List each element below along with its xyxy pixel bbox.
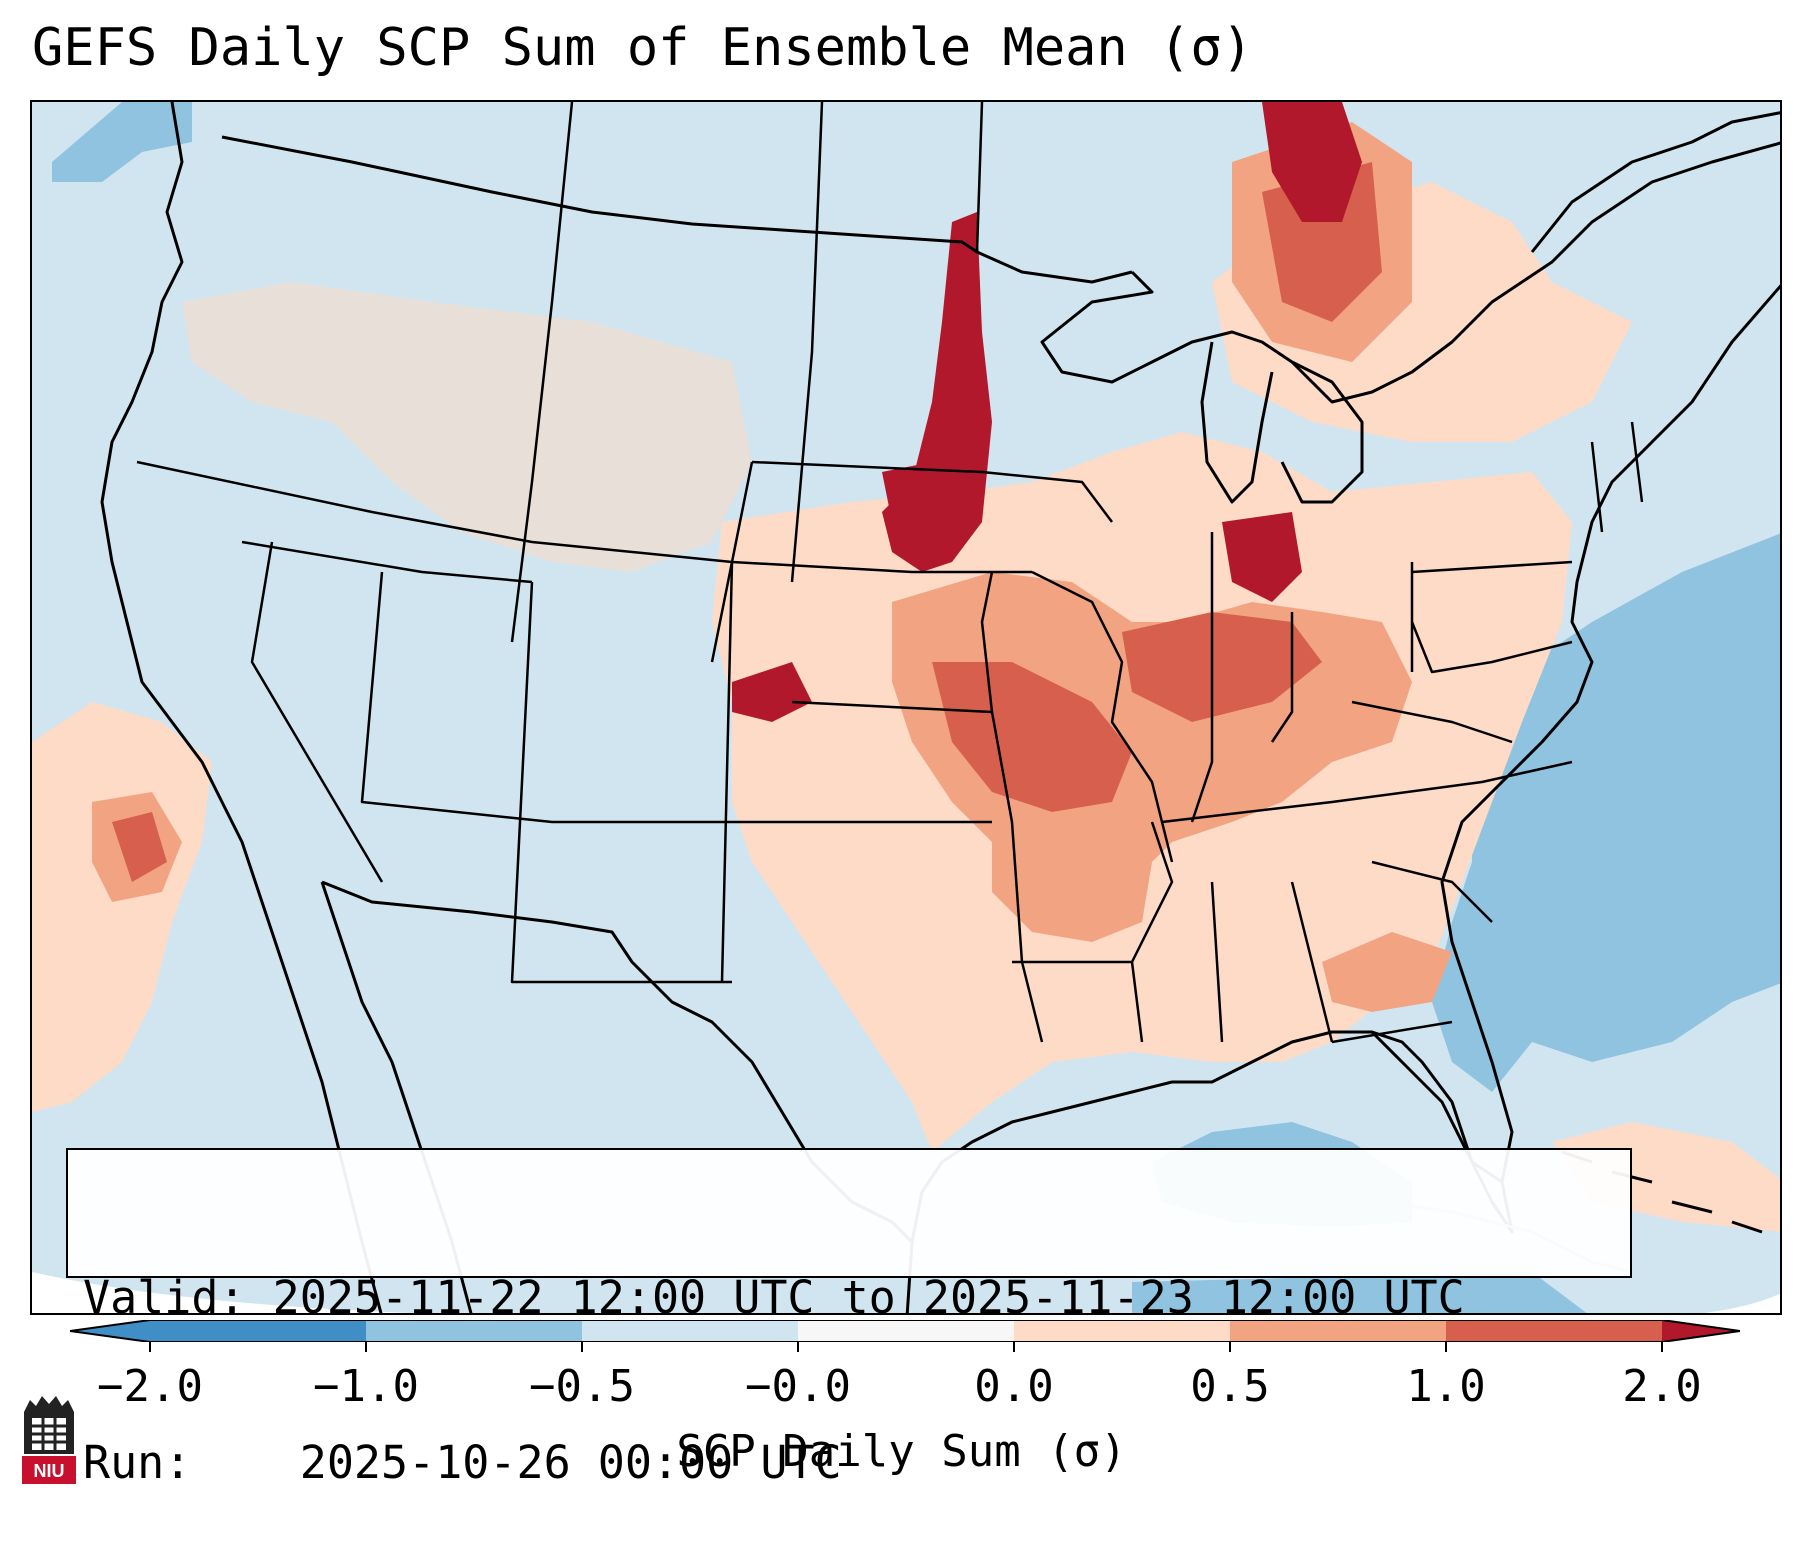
logo-badge [22,1456,76,1484]
state-line-e [720,561,734,983]
lake-michigan [1200,341,1274,504]
caribbean-negative-area [1132,1272,1587,1313]
run-label: Run: [83,1436,192,1489]
colorbar-tick [1013,1342,1015,1352]
colorbar-tick-label: −1.0 [313,1361,419,1412]
niu-logo: NIU [22,1396,76,1484]
canada-border [221,135,1133,284]
state-line-b [241,540,533,584]
state-line-q [1190,532,1214,823]
projection-edge [32,1272,412,1313]
state-line-aa [1351,700,1513,744]
colorbar-tick [149,1342,151,1352]
valid-label: Valid: [83,1271,246,1324]
colorbar-segment-6 [1230,1320,1446,1342]
colorbar-extend-high [1662,1320,1740,1342]
state-line-x [1410,621,1573,674]
pacific-positive-field [32,702,212,1112]
state-line-g [510,102,574,643]
northwest-positive-field [182,282,752,572]
state-line-r [1270,612,1294,743]
state-line-j [751,460,1113,523]
colorbar-tick-label: −0.0 [745,1361,851,1412]
colorbar-tick [1229,1342,1231,1352]
hudson-max-positive [1262,102,1362,222]
colorbar-extend-low [70,1320,150,1342]
colorbar-tick [797,1342,799,1352]
state-line-z [1411,560,1573,574]
colorbar-tick-label: 2.0 [1622,1361,1702,1412]
positive-anomaly-regions [32,102,1780,1232]
state-line-c [360,571,992,824]
great-lakes-outline [1040,141,1780,404]
colorbar-tick [365,1342,367,1352]
pacific-negative-area [52,102,192,182]
colorbar-tick [1661,1342,1663,1352]
state-line-t [1210,881,1224,1043]
state-line-i [975,102,984,253]
logo-window-grid [32,1418,66,1450]
missouri-high-positive [932,662,1132,812]
colorbar-segment-7 [1446,1320,1662,1342]
kansas-max-positive [732,662,812,722]
colorbar [70,1320,1740,1342]
colorbar-tick-label: 0.5 [1190,1361,1270,1412]
run-value: 2025-10-26 00:00 UTC [299,1436,842,1489]
validity-info-box: Valid: 2025-11-22 12:00 UTC to 2025-11-2… [66,1148,1632,1489]
atlantic-negative-area [1432,533,1780,1092]
colorbar-tick-label: 1.0 [1406,1361,1486,1412]
state-boundaries [136,102,1644,1044]
nevada-line [250,541,384,883]
state-line-p [1130,821,1174,963]
plains-max-positive-streak [882,212,992,572]
projection-edge-right [1704,1293,1780,1313]
colorbar-segment-5 [1014,1320,1230,1342]
valid-line: Valid: 2025-11-22 12:00 UTC to 2025-11-2… [83,1270,1630,1325]
state-line-ac [1630,421,1644,503]
st-lawrence-north-shore [1530,111,1780,253]
pacific-high-positive [112,812,167,882]
logo-text: NIU [34,1461,65,1481]
run-line: Run: 2025-10-26 00:00 UTC [83,1435,1630,1490]
valid-value: 2025-11-22 12:00 UTC to 2025-11-23 12:00… [272,1271,1465,1324]
michigan-peninsula [1280,360,1364,504]
colorbar-segment-4 [798,1320,1014,1342]
illinois-high-positive [1122,612,1322,722]
map-canvas [32,102,1780,1313]
map-panel [30,100,1782,1315]
pacific-coastline [100,102,383,1313]
nebraska-max-positive [882,462,962,532]
georgia-mid-positive [1322,932,1452,1012]
state-line-h [790,102,824,583]
state-line-ab [1590,441,1604,533]
state-line-a [136,460,1032,574]
indiana-max-positive [1222,512,1302,602]
ozarks-mid-positive [992,822,1152,942]
state-line-s [1161,760,1573,824]
colorbar-tick-label: 0.0 [974,1361,1054,1412]
colorbar-tick [1445,1342,1447,1352]
colorbar-segment-1 [150,1320,366,1342]
chart-title: GEFS Daily SCP Sum of Ensemble Mean (σ) [32,18,1253,78]
state-line-f [710,461,754,663]
state-line-d [510,581,732,984]
state-line-l [980,571,994,713]
colorbar-title: SCP Daily Sum (σ) [676,1426,1127,1477]
colorbar-segment-3 [582,1320,798,1342]
colorbar-segment-2 [366,1320,582,1342]
state-line-v [1331,1020,1453,1044]
colorbar-tick [581,1342,583,1352]
colorbar-tick-label: −2.0 [97,1361,203,1412]
state-line-w [1371,860,1493,923]
state-line-u [1290,881,1334,1043]
colorbar-tick-label: −0.5 [529,1361,635,1412]
